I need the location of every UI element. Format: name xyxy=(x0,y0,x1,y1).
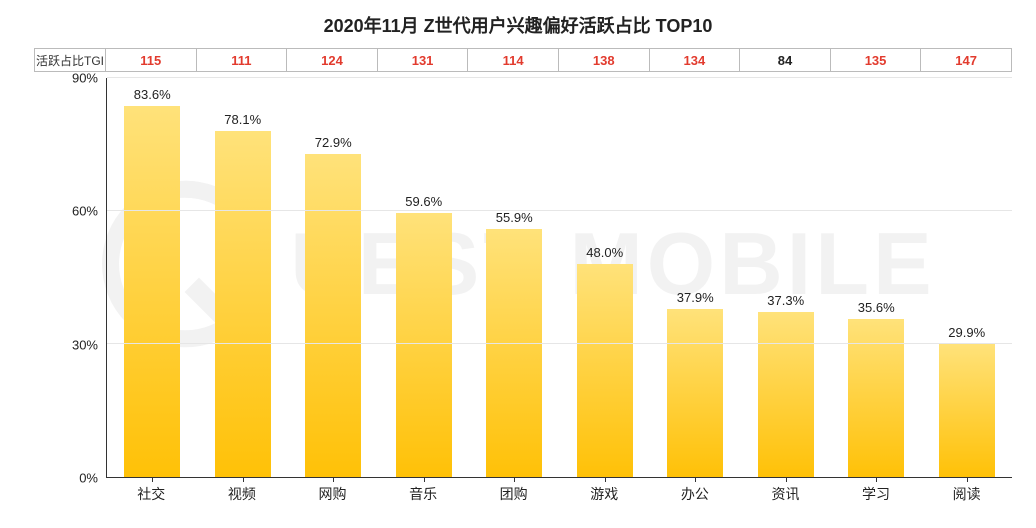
bar-slot: 37.3% xyxy=(741,78,832,477)
bar-slot: 35.6% xyxy=(831,78,922,477)
x-category-label: 社交 xyxy=(106,484,197,504)
tgi-cells: 11511112413111413813484135147 xyxy=(106,48,1012,72)
x-category-label: 游戏 xyxy=(559,484,650,504)
bar-slot: 78.1% xyxy=(198,78,289,477)
bar: 29.9% xyxy=(939,344,995,477)
y-tick-label: 60% xyxy=(72,204,98,219)
x-tick-mark xyxy=(152,477,153,482)
bar: 37.3% xyxy=(758,312,814,477)
bar-value-label: 29.9% xyxy=(948,325,985,340)
y-tick-label: 0% xyxy=(79,471,98,486)
x-tick-mark xyxy=(424,477,425,482)
bar-value-label: 78.1% xyxy=(224,112,261,127)
tgi-row: 活跃占比TGI 11511112413111413813484135147 xyxy=(34,48,1012,72)
bar-slot: 29.9% xyxy=(922,78,1013,477)
x-tick-mark xyxy=(967,477,968,482)
chart-page: UEST MOBILE 2020年11月 Z世代用户兴趣偏好活跃占比 TOP10… xyxy=(0,0,1036,528)
gridline xyxy=(107,77,1012,78)
x-axis-labels: 社交视频网购音乐团购游戏办公资讯学习阅读 xyxy=(106,484,1012,504)
x-category-label: 团购 xyxy=(468,484,559,504)
bar-slot: 37.9% xyxy=(650,78,741,477)
tgi-cell: 84 xyxy=(740,48,831,72)
bar: 78.1% xyxy=(215,131,271,477)
x-tick-mark xyxy=(605,477,606,482)
x-category-label: 音乐 xyxy=(378,484,469,504)
bar-value-label: 72.9% xyxy=(315,135,352,150)
tgi-cell: 131 xyxy=(378,48,469,72)
bar-slot: 72.9% xyxy=(288,78,379,477)
x-tick-mark xyxy=(514,477,515,482)
bar-slot: 83.6% xyxy=(107,78,198,477)
tgi-cell: 135 xyxy=(831,48,922,72)
x-category-label: 网购 xyxy=(287,484,378,504)
tgi-cell: 124 xyxy=(287,48,378,72)
bars-container: 83.6% 78.1% 72.9% 59.6% 55.9% 48.0% 37.9% 37.3%… xyxy=(107,78,1012,477)
bar: 59.6% xyxy=(396,213,452,477)
y-axis: 0%30%60%90% xyxy=(34,78,106,478)
x-tick-mark xyxy=(876,477,877,482)
tgi-label: 活跃占比TGI xyxy=(34,48,106,72)
bar: 72.9% xyxy=(305,154,361,477)
bar-value-label: 48.0% xyxy=(586,245,623,260)
x-category-label: 资讯 xyxy=(740,484,831,504)
tgi-cell: 114 xyxy=(468,48,559,72)
bar: 83.6% xyxy=(124,106,180,477)
y-tick-label: 30% xyxy=(72,337,98,352)
x-category-label: 视频 xyxy=(197,484,288,504)
tgi-cell: 134 xyxy=(650,48,741,72)
x-tick-mark xyxy=(243,477,244,482)
plot-area: 83.6% 78.1% 72.9% 59.6% 55.9% 48.0% 37.9% 37.3%… xyxy=(106,78,1012,478)
tgi-cell: 147 xyxy=(921,48,1012,72)
x-category-label: 阅读 xyxy=(921,484,1012,504)
bar: 37.9% xyxy=(667,309,723,477)
x-category-label: 办公 xyxy=(650,484,741,504)
bar-slot: 59.6% xyxy=(379,78,470,477)
bar: 48.0% xyxy=(577,264,633,477)
tgi-cell: 111 xyxy=(197,48,288,72)
bar-slot: 55.9% xyxy=(469,78,560,477)
bar: 55.9% xyxy=(486,229,542,477)
bar-value-label: 59.6% xyxy=(405,194,442,209)
x-tick-mark xyxy=(333,477,334,482)
y-tick-label: 90% xyxy=(72,71,98,86)
gridline xyxy=(107,343,1012,344)
x-tick-mark xyxy=(786,477,787,482)
x-tick-mark xyxy=(695,477,696,482)
tgi-cell: 138 xyxy=(559,48,650,72)
bar-value-label: 37.3% xyxy=(767,293,804,308)
chart-title: 2020年11月 Z世代用户兴趣偏好活跃占比 TOP10 xyxy=(24,12,1012,38)
bar-slot: 48.0% xyxy=(560,78,651,477)
chart-area: 0%30%60%90% 83.6%78.1%72.9%59.6%55.9%48.… xyxy=(34,78,1012,478)
bar-value-label: 35.6% xyxy=(858,300,895,315)
bar-value-label: 83.6% xyxy=(134,87,171,102)
bar-value-label: 55.9% xyxy=(496,210,533,225)
bar-value-label: 37.9% xyxy=(677,290,714,305)
tgi-cell: 115 xyxy=(106,48,197,72)
x-category-label: 学习 xyxy=(831,484,922,504)
gridline xyxy=(107,210,1012,211)
